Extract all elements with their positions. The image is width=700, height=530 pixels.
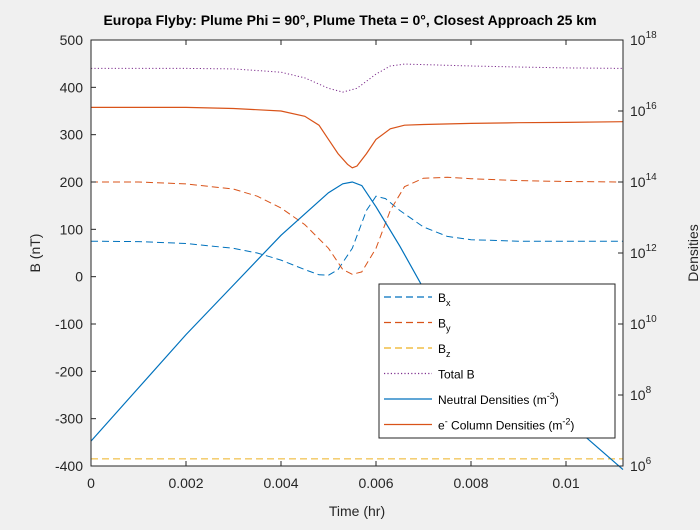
chart-legend: Bx By Bz Total B Neutral Densities (m-3) e- C…	[378, 283, 616, 439]
y-right-tick-label: 1016	[630, 101, 657, 119]
y-tick-label: -400	[55, 458, 83, 474]
y-tick-label: 200	[60, 174, 84, 190]
legend-entry-1: By	[438, 317, 451, 334]
y-axis-label: B (nT)	[27, 234, 43, 273]
y-right-tick-label: 1012	[630, 243, 657, 261]
y-right-axis-label: Densities	[685, 224, 700, 282]
legend-entry-3: Total B	[438, 368, 475, 382]
legend-entry-4: Neutral Densities (m-3)	[438, 391, 559, 407]
y-right-tick-label: 1010	[630, 314, 657, 332]
legend-box	[378, 283, 616, 439]
series-line-0	[90, 195, 623, 276]
legend-entry-2: Bz	[438, 342, 451, 359]
y-tick-label: -200	[55, 363, 83, 379]
y-right-tick-label: 1014	[630, 172, 657, 190]
series-line-5	[91, 106, 624, 169]
chart-title: Europa Flyby: Plume Phi = 90°, Plume The…	[103, 12, 596, 28]
y-tick-label: 300	[60, 127, 84, 143]
axes-layer: 0 0.002 0.004 0.006 0.008 0.01 -400 -300 -200 -10…	[55, 30, 657, 491]
x-tick-label: 0.006	[358, 475, 393, 491]
y-tick-label: -300	[55, 411, 83, 427]
y-right-tick-label: 108	[630, 385, 652, 403]
x-tick-label: 0.008	[453, 475, 488, 491]
y-tick-label: 400	[60, 79, 84, 95]
y-tick-label: 500	[60, 32, 84, 48]
series-line-1	[91, 176, 624, 275]
y-tick-label: 0	[75, 269, 83, 285]
y-right-tick-label: 1018	[630, 30, 657, 48]
legend-entry-0: Bx	[438, 291, 451, 308]
x-tick-label: 0.01	[552, 475, 579, 491]
y-tick-label: -100	[55, 316, 83, 332]
legend-entry-5: e- Column Densities (m-2)	[438, 417, 574, 433]
x-tick-label: 0.004	[263, 475, 298, 491]
x-tick-label: 0.002	[168, 475, 203, 491]
y-tick-label: 100	[60, 221, 84, 237]
y-right-tick-label: 106	[630, 456, 652, 474]
x-tick-label: 0	[87, 475, 95, 491]
x-axis-label: Time (hr)	[329, 503, 385, 519]
